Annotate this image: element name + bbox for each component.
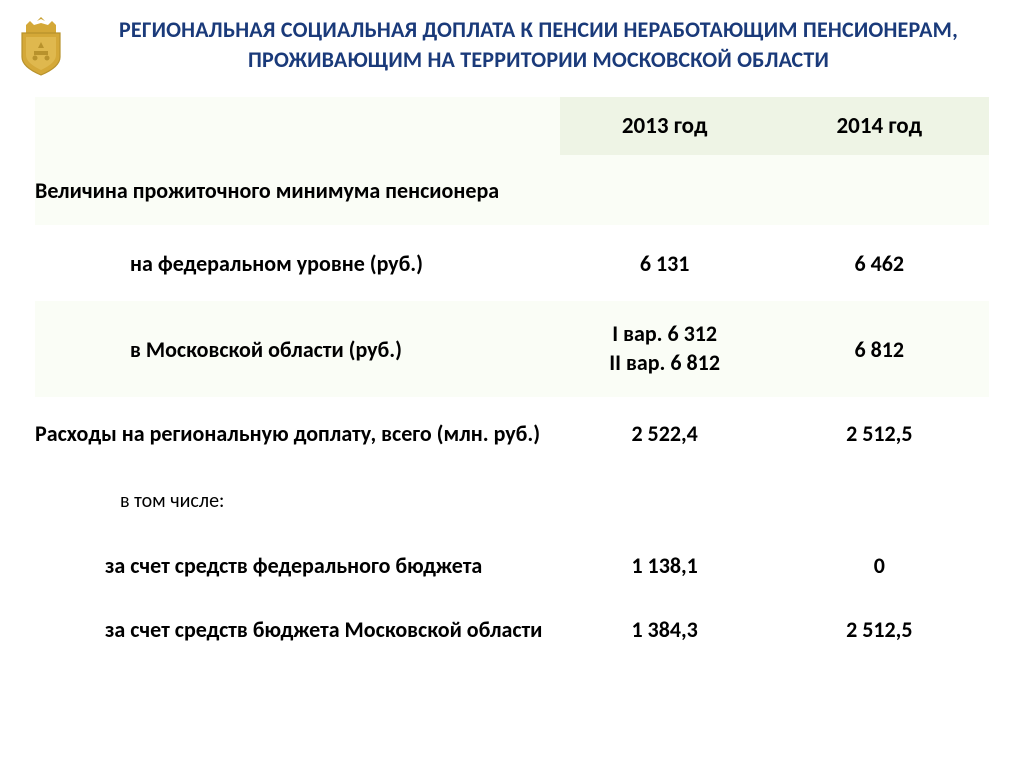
expenses-2014: 2 512,5 — [770, 397, 989, 469]
moscow-2013-line2: II вар. 6 812 — [609, 349, 720, 376]
reg-budget-2014: 2 512,5 — [770, 597, 989, 661]
moscow-2013: I вар. 6 312 II вар. 6 812 — [560, 301, 770, 397]
label-fed-budget: за счет средств федерального бюджета — [35, 533, 560, 597]
federal-2014: 6 462 — [770, 225, 989, 301]
label-including: в том числе: — [35, 469, 560, 533]
reg-budget-2013: 1 384,3 — [560, 597, 770, 661]
data-table-container: 2013 год 2014 год Величина прожиточного … — [0, 97, 1024, 661]
label-moscow: в Московской области (руб.) — [35, 301, 560, 397]
row-federal: на федеральном уровне (руб.) 6 131 6 462 — [35, 225, 989, 301]
minimum-2013 — [560, 155, 770, 225]
header-label — [35, 97, 560, 155]
label-minimum: Величина прожиточного минимума пенсионер… — [35, 155, 560, 225]
row-moscow: в Московской области (руб.) I вар. 6 312… — [35, 301, 989, 397]
including-2014 — [770, 469, 989, 533]
label-expenses: Расходы на региональную доплату, всего (… — [35, 397, 560, 469]
page-header: РЕГИОНАЛЬНАЯ СОЦИАЛЬНАЯ ДОПЛАТА К ПЕНСИИ… — [0, 0, 1024, 97]
data-table: 2013 год 2014 год Величина прожиточного … — [35, 97, 989, 661]
federal-2013: 6 131 — [560, 225, 770, 301]
emblem-icon — [12, 15, 70, 77]
label-reg-budget: за счет средств бюджета Московской облас… — [35, 597, 560, 661]
row-reg-budget: за счет средств бюджета Московской облас… — [35, 597, 989, 661]
fed-budget-2013: 1 138,1 — [560, 533, 770, 597]
page-title: РЕГИОНАЛЬНАЯ СОЦИАЛЬНАЯ ДОПЛАТА К ПЕНСИИ… — [78, 15, 999, 74]
row-expenses: Расходы на региональную доплату, всего (… — [35, 397, 989, 469]
fed-budget-2014: 0 — [770, 533, 989, 597]
minimum-2014 — [770, 155, 989, 225]
expenses-2013: 2 522,4 — [560, 397, 770, 469]
header-2013: 2013 год — [560, 97, 770, 155]
label-federal: на федеральном уровне (руб.) — [35, 225, 560, 301]
row-minimum: Величина прожиточного минимума пенсионер… — [35, 155, 989, 225]
moscow-2013-line1: I вар. 6 312 — [612, 320, 717, 347]
table-header-row: 2013 год 2014 год — [35, 97, 989, 155]
row-including: в том числе: — [35, 469, 989, 533]
header-2014: 2014 год — [770, 97, 989, 155]
moscow-2014: 6 812 — [770, 301, 989, 397]
including-2013 — [560, 469, 770, 533]
row-fed-budget: за счет средств федерального бюджета 1 1… — [35, 533, 989, 597]
